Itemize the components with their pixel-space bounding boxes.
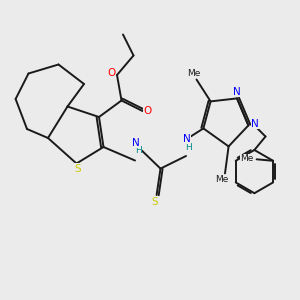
Text: N: N bbox=[132, 137, 140, 148]
Text: H: H bbox=[135, 146, 141, 155]
Text: Me: Me bbox=[240, 154, 254, 163]
Text: O: O bbox=[107, 68, 116, 79]
Text: Me: Me bbox=[187, 69, 200, 78]
Text: S: S bbox=[152, 196, 158, 207]
Text: Me: Me bbox=[215, 176, 229, 184]
Text: N: N bbox=[233, 87, 241, 97]
Text: N: N bbox=[251, 119, 259, 129]
Text: H: H bbox=[186, 142, 192, 152]
Text: O: O bbox=[144, 106, 152, 116]
Text: N: N bbox=[183, 134, 190, 144]
Text: S: S bbox=[75, 164, 81, 174]
